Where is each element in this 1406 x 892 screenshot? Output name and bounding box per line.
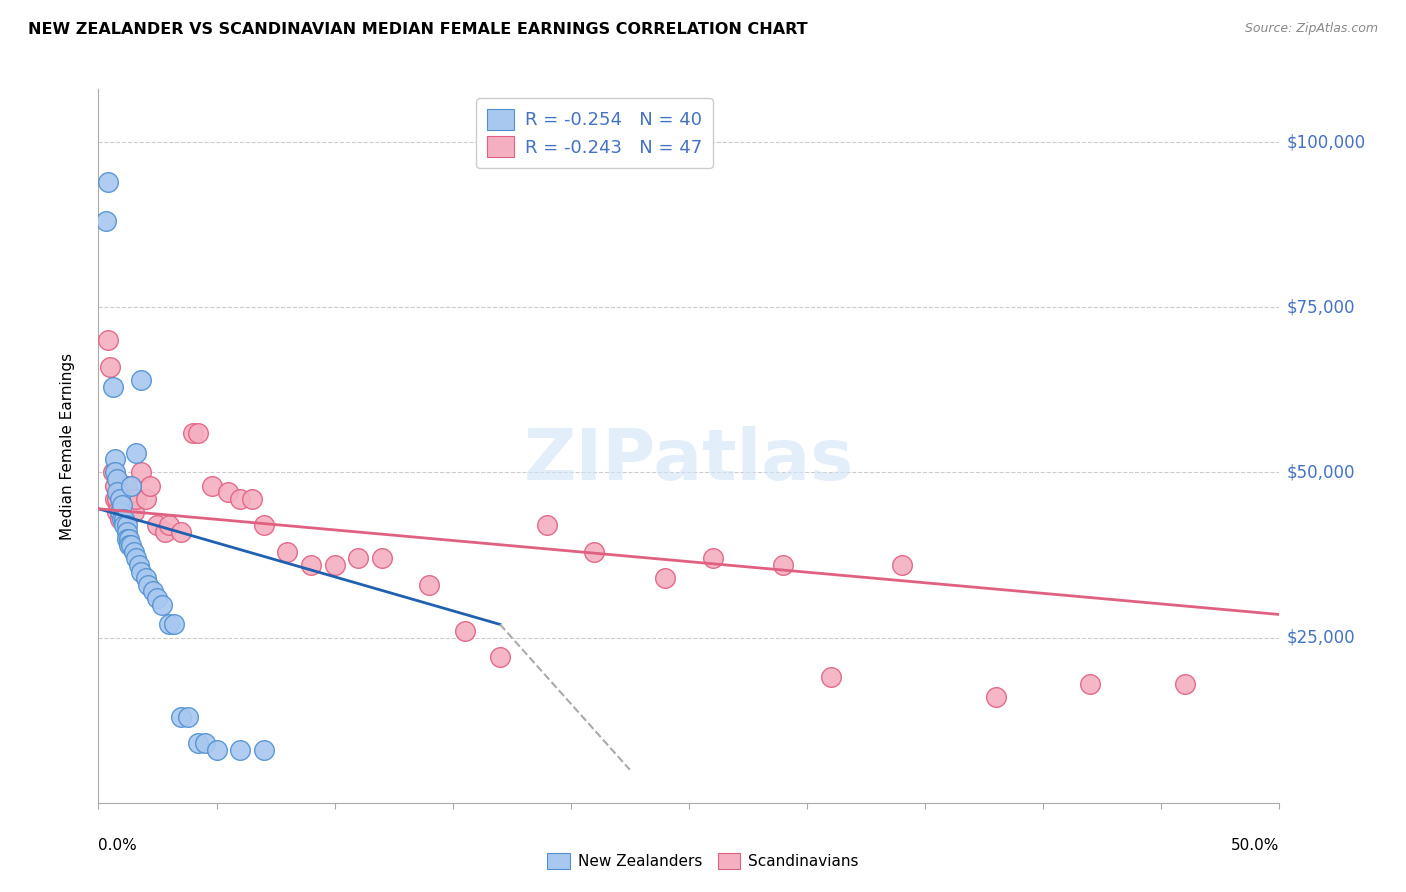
Point [118, 538, 141, 552]
Legend: New Zealanders, Scandinavians: New Zealanders, Scandinavians [541, 847, 865, 875]
Point [108, 505, 131, 519]
Point [157, 518, 180, 533]
Point [163, 617, 186, 632]
Point [129, 466, 152, 480]
Point [129, 373, 152, 387]
Point [118, 532, 141, 546]
Point [104, 491, 127, 506]
Point [229, 743, 252, 757]
Point [194, 736, 217, 750]
Point [181, 425, 204, 440]
Text: 0.0%: 0.0% [98, 838, 138, 854]
Point [654, 571, 676, 585]
Point [104, 452, 127, 467]
Point [536, 518, 558, 533]
Point [105, 491, 128, 506]
Point [136, 578, 159, 592]
Point [105, 485, 128, 500]
Point [111, 499, 134, 513]
Text: $100,000: $100,000 [1286, 133, 1365, 151]
Point [105, 472, 128, 486]
Point [125, 445, 148, 459]
Point [187, 736, 209, 750]
Point [146, 591, 169, 605]
Point [205, 743, 228, 757]
Point [104, 478, 127, 492]
Text: $50,000: $50,000 [1286, 464, 1355, 482]
Point [115, 532, 138, 546]
Point [984, 690, 1007, 704]
Point [97, 175, 120, 189]
Point [128, 558, 150, 572]
Point [115, 518, 138, 533]
Point [229, 491, 252, 506]
Point [115, 478, 138, 492]
Point [125, 551, 148, 566]
Point [418, 578, 440, 592]
Point [170, 524, 193, 539]
Point [153, 524, 176, 539]
Point [101, 379, 124, 393]
Point [121, 538, 143, 552]
Point [583, 545, 606, 559]
Text: $75,000: $75,000 [1286, 298, 1355, 317]
Point [299, 558, 322, 572]
Point [347, 551, 370, 566]
Legend: R = -0.254   N = 40, R = -0.243   N = 47: R = -0.254 N = 40, R = -0.243 N = 47 [477, 98, 713, 168]
Point [122, 505, 145, 519]
Point [1174, 677, 1197, 691]
Point [104, 466, 127, 480]
Point [108, 491, 131, 506]
Point [217, 485, 239, 500]
Point [98, 359, 121, 374]
Point [170, 710, 193, 724]
Point [890, 558, 912, 572]
Point [201, 478, 224, 492]
Point [139, 478, 162, 492]
Point [118, 491, 141, 506]
Text: $25,000: $25,000 [1286, 629, 1355, 647]
Point [177, 710, 200, 724]
Point [108, 505, 131, 519]
Point [112, 511, 135, 525]
Point [129, 565, 152, 579]
Point [772, 558, 794, 572]
Point [187, 425, 209, 440]
Point [240, 491, 263, 506]
Point [135, 571, 157, 585]
Point [253, 518, 276, 533]
Point [105, 505, 128, 519]
Text: Source: ZipAtlas.com: Source: ZipAtlas.com [1244, 22, 1378, 36]
Point [142, 584, 165, 599]
Point [121, 491, 143, 506]
Point [276, 545, 298, 559]
Point [94, 214, 117, 228]
Point [101, 466, 124, 480]
Point [489, 650, 512, 665]
Point [157, 617, 180, 632]
Point [112, 518, 135, 533]
Text: ZIPatlas: ZIPatlas [524, 425, 853, 495]
Point [125, 491, 148, 506]
Point [820, 670, 842, 684]
Text: NEW ZEALANDER VS SCANDINAVIAN MEDIAN FEMALE EARNINGS CORRELATION CHART: NEW ZEALANDER VS SCANDINAVIAN MEDIAN FEM… [28, 22, 807, 37]
Point [146, 518, 169, 533]
Point [253, 743, 276, 757]
Point [371, 551, 394, 566]
Point [135, 491, 157, 506]
Point [111, 511, 134, 525]
Point [108, 511, 131, 525]
Point [121, 478, 143, 492]
Point [323, 558, 346, 572]
Point [122, 545, 145, 559]
Point [702, 551, 724, 566]
Point [97, 333, 120, 347]
Point [1080, 677, 1102, 691]
Point [115, 524, 138, 539]
Text: 50.0%: 50.0% [1232, 838, 1279, 854]
Point [111, 499, 134, 513]
Point [150, 598, 173, 612]
Y-axis label: Median Female Earnings: Median Female Earnings [60, 352, 75, 540]
Point [453, 624, 475, 638]
